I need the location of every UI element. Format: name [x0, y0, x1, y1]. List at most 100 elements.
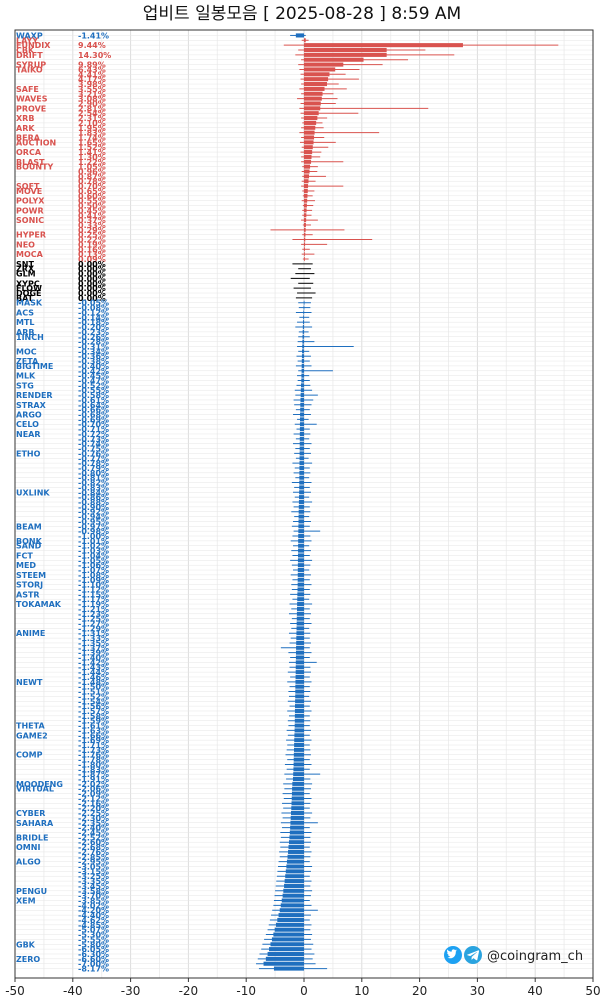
pct-label: -0.94%: [78, 513, 109, 522]
x-tick-label: -10: [236, 984, 256, 998]
coin-label: ZETA: [16, 357, 39, 366]
coin-label: BEAM: [16, 522, 42, 531]
pct-label: -0.90%: [78, 503, 109, 512]
pct-label: -2.06%: [78, 785, 109, 794]
bar: [290, 815, 304, 820]
coin-label: POWR: [16, 206, 44, 215]
coin-label: MOC: [16, 347, 37, 356]
pct-label: -2.12%: [78, 794, 109, 803]
bar: [304, 145, 313, 150]
pct-label: -5.30%: [78, 931, 109, 940]
bar: [298, 499, 304, 505]
pct-label: -0.79%: [78, 464, 109, 473]
bar: [304, 188, 308, 193]
bar: [299, 451, 304, 456]
pct-label: -0.97%: [78, 522, 109, 531]
bar: [294, 713, 304, 718]
bar: [263, 961, 304, 966]
x-tick-label: 40: [528, 984, 543, 998]
coin-label: NEAR: [16, 430, 41, 439]
pct-label: -0.42%: [78, 367, 109, 376]
coin-label: BOUNTY: [16, 163, 54, 172]
pct-label: 0.19%: [78, 240, 106, 249]
pct-label: -1.48%: [78, 678, 109, 687]
pct-label: -1.29%: [78, 624, 109, 633]
pct-label: -0.08%: [78, 304, 109, 313]
bar: [273, 932, 304, 937]
bar: [300, 412, 304, 417]
bar: [290, 825, 304, 830]
pct-label: -2.25%: [78, 809, 109, 818]
bar: [292, 776, 304, 782]
bar: [298, 543, 304, 548]
bar: [298, 548, 304, 553]
bar: [288, 845, 304, 850]
coin-label: 1INCH: [16, 333, 44, 342]
bar: [290, 820, 304, 825]
pct-label: 2.54%: [78, 109, 106, 118]
bar: [301, 378, 304, 383]
coin-label: UXLINK: [16, 488, 50, 497]
coin-label: ARB: [16, 328, 34, 337]
bar: [301, 354, 304, 359]
pct-label: -4.62%: [78, 916, 109, 925]
bar: [286, 859, 304, 864]
pct-label: 0.55%: [78, 197, 106, 206]
coin-label: MTL: [16, 318, 35, 327]
bar: [282, 893, 304, 898]
bar: [299, 470, 304, 475]
pct-label: -1.04%: [78, 551, 109, 560]
pct-label: -2.45%: [78, 828, 109, 837]
pct-label: 1.83%: [78, 129, 106, 138]
pct-label: -0.23%: [78, 328, 109, 337]
pct-label: -0.68%: [78, 411, 109, 420]
coin-label: MASK: [16, 299, 43, 308]
pct-label: -1.39%: [78, 649, 109, 658]
bar: [302, 344, 304, 349]
bar: [299, 480, 304, 485]
pct-label: -2.95%: [78, 858, 109, 867]
bar: [298, 514, 304, 519]
pct-label: -2.40%: [78, 824, 109, 833]
coin-label: DOGE: [16, 289, 41, 298]
pct-label: -4.02%: [78, 901, 109, 910]
bar: [304, 179, 309, 184]
bar: [296, 640, 304, 645]
pct-label: -0.05%: [78, 299, 109, 308]
x-tick-label: 50: [585, 984, 600, 998]
coin-label: PENGU: [16, 887, 47, 896]
bar: [298, 529, 304, 534]
pct-label: -2.30%: [78, 814, 109, 823]
pct-label: 0.29%: [78, 226, 106, 235]
bar: [304, 232, 306, 237]
bar: [304, 256, 305, 262]
coin-label: BLAST: [16, 158, 45, 167]
coin-label: STRAX: [16, 401, 47, 410]
pct-label: 0.37%: [78, 216, 106, 225]
coin-label: WAVES: [16, 95, 48, 104]
pct-label: 0.25%: [78, 231, 106, 240]
bar: [296, 611, 304, 616]
bar: [295, 650, 304, 655]
pct-label: -1.78%: [78, 756, 109, 765]
pct-label: -1.07%: [78, 566, 109, 575]
pct-label: 0.65%: [78, 187, 106, 196]
pct-label: -0.45%: [78, 372, 109, 381]
bar: [300, 402, 304, 407]
x-tick-label: 30: [470, 984, 485, 998]
pct-label: -3.85%: [78, 897, 109, 906]
bar: [298, 533, 304, 539]
coin-label: CYBER: [16, 809, 45, 818]
bar: [294, 718, 304, 723]
bar: [295, 670, 304, 675]
bar: [275, 922, 304, 927]
bar: [291, 806, 304, 811]
pct-label: -0.88%: [78, 498, 109, 507]
x-tick-label: 0: [300, 984, 308, 998]
bar: [304, 164, 311, 169]
coin-label: COMP: [16, 751, 43, 760]
pct-label: -0.38%: [78, 357, 109, 366]
coin-label: LAYY: [16, 36, 38, 45]
bar: [304, 222, 306, 228]
bar: [293, 767, 304, 772]
